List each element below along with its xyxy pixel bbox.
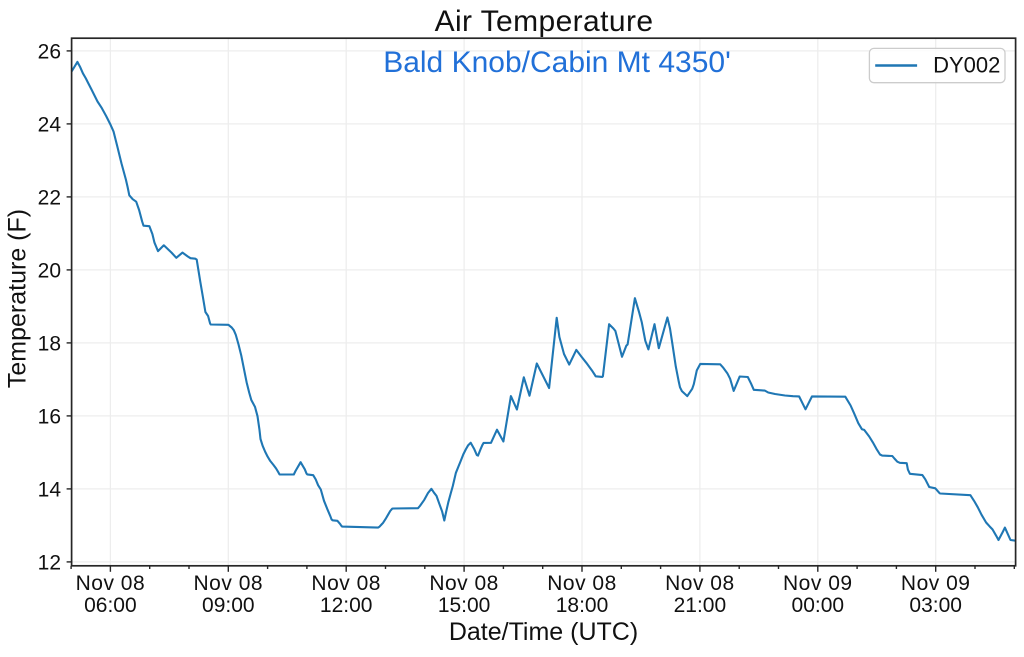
svg-text:Air Temperature: Air Temperature <box>435 5 654 38</box>
svg-text:Nov 09: Nov 09 <box>783 572 853 595</box>
svg-text:15:00: 15:00 <box>438 594 491 617</box>
svg-text:21:00: 21:00 <box>674 594 727 617</box>
svg-text:18:00: 18:00 <box>556 594 609 617</box>
svg-text:22: 22 <box>38 186 61 209</box>
svg-text:Nov 08: Nov 08 <box>76 572 146 595</box>
svg-text:Nov 08: Nov 08 <box>311 572 381 595</box>
svg-text:Nov 08: Nov 08 <box>194 572 264 595</box>
svg-text:20: 20 <box>38 259 61 282</box>
svg-text:03:00: 03:00 <box>909 594 962 617</box>
svg-text:Date/Time (UTC): Date/Time (UTC) <box>449 618 638 646</box>
svg-text:Bald Knob/Cabin Mt 4350': Bald Knob/Cabin Mt 4350' <box>383 46 731 79</box>
svg-text:26: 26 <box>38 40 61 63</box>
svg-text:09:00: 09:00 <box>202 594 255 617</box>
svg-text:12: 12 <box>38 551 61 574</box>
svg-text:Nov 08: Nov 08 <box>547 572 617 595</box>
svg-text:24: 24 <box>38 113 62 136</box>
svg-text:16: 16 <box>38 405 61 428</box>
svg-text:06:00: 06:00 <box>84 594 137 617</box>
svg-text:18: 18 <box>38 332 61 355</box>
svg-text:00:00: 00:00 <box>792 594 845 617</box>
svg-text:DY002: DY002 <box>933 53 1000 78</box>
svg-text:12:00: 12:00 <box>320 594 373 617</box>
svg-text:Nov 09: Nov 09 <box>901 572 971 595</box>
svg-text:14: 14 <box>38 478 62 501</box>
svg-text:Temperature (F): Temperature (F) <box>4 209 32 388</box>
svg-text:Nov 08: Nov 08 <box>429 572 499 595</box>
svg-text:Nov 08: Nov 08 <box>665 572 735 595</box>
